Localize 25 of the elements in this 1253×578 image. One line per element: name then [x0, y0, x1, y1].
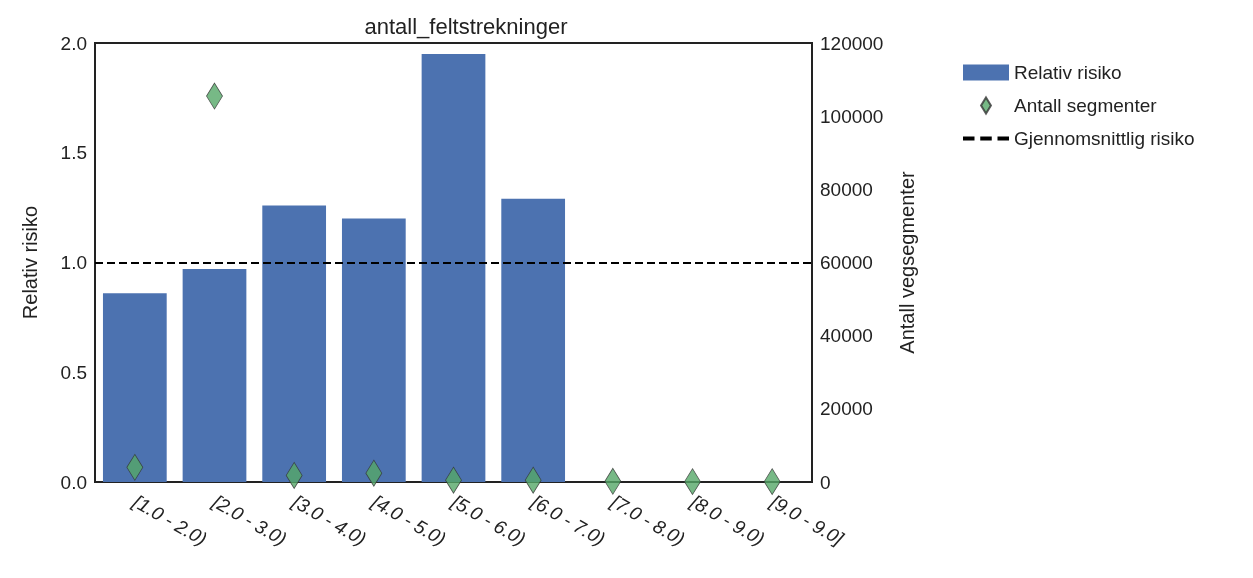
- bar: [262, 205, 327, 482]
- y-tick-label: 2.0: [60, 32, 87, 54]
- y2-tick-label: 40000: [820, 325, 873, 347]
- y2-tick-label: 60000: [820, 252, 873, 273]
- legend-label: Antall segmenter: [1014, 95, 1158, 116]
- y2-tick-label: 120000: [820, 32, 884, 54]
- bar: [421, 53, 486, 482]
- y2-tick-label: 100000: [820, 105, 884, 127]
- bar: [501, 198, 566, 482]
- y-axis-title: Relativ risiko: [19, 205, 41, 320]
- legend-label: Relativ risiko: [1014, 62, 1122, 83]
- bar: [182, 269, 247, 482]
- legend-label: Gjennomsnittlig risiko: [1014, 128, 1195, 149]
- bar: [102, 293, 167, 482]
- y-tick-label: 0.0: [60, 471, 87, 493]
- y2-axis-title: Antall vegsegmenter: [896, 171, 918, 354]
- y2-tick-label: 20000: [820, 398, 873, 420]
- y2-tick-label: 80000: [820, 178, 873, 200]
- bar: [341, 218, 406, 482]
- y-tick-label: 1.0: [60, 252, 87, 273]
- y2-tick-label: 0: [820, 471, 831, 493]
- x-tick-label: [9.0 - 9.0]: [766, 490, 848, 550]
- y-tick-label: 1.5: [60, 142, 87, 164]
- y-tick-label: 0.5: [60, 361, 87, 383]
- chart-title: antall_feltstrekninger: [364, 13, 568, 39]
